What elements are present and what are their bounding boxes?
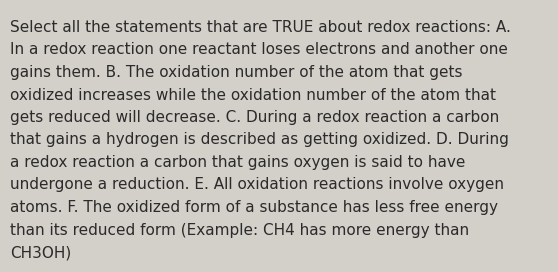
Text: Select all the statements that are TRUE about redox reactions: A.: Select all the statements that are TRUE …: [10, 20, 511, 35]
Text: gains them. B. The oxidation number of the atom that gets: gains them. B. The oxidation number of t…: [10, 65, 463, 80]
Text: that gains a hydrogen is described as getting oxidized. D. During: that gains a hydrogen is described as ge…: [10, 132, 509, 147]
Text: undergone a reduction. E. All oxidation reactions involve oxygen: undergone a reduction. E. All oxidation …: [10, 178, 504, 193]
Text: than its reduced form (Example: CH4 has more energy than: than its reduced form (Example: CH4 has …: [10, 222, 469, 237]
Text: CH3OH): CH3OH): [10, 245, 71, 260]
Text: atoms. F. The oxidized form of a substance has less free energy: atoms. F. The oxidized form of a substan…: [10, 200, 498, 215]
Text: oxidized increases while the oxidation number of the atom that: oxidized increases while the oxidation n…: [10, 88, 496, 103]
Text: In a redox reaction one reactant loses electrons and another one: In a redox reaction one reactant loses e…: [10, 42, 508, 57]
Text: a redox reaction a carbon that gains oxygen is said to have: a redox reaction a carbon that gains oxy…: [10, 155, 465, 170]
Text: gets reduced will decrease. C. During a redox reaction a carbon: gets reduced will decrease. C. During a …: [10, 110, 499, 125]
